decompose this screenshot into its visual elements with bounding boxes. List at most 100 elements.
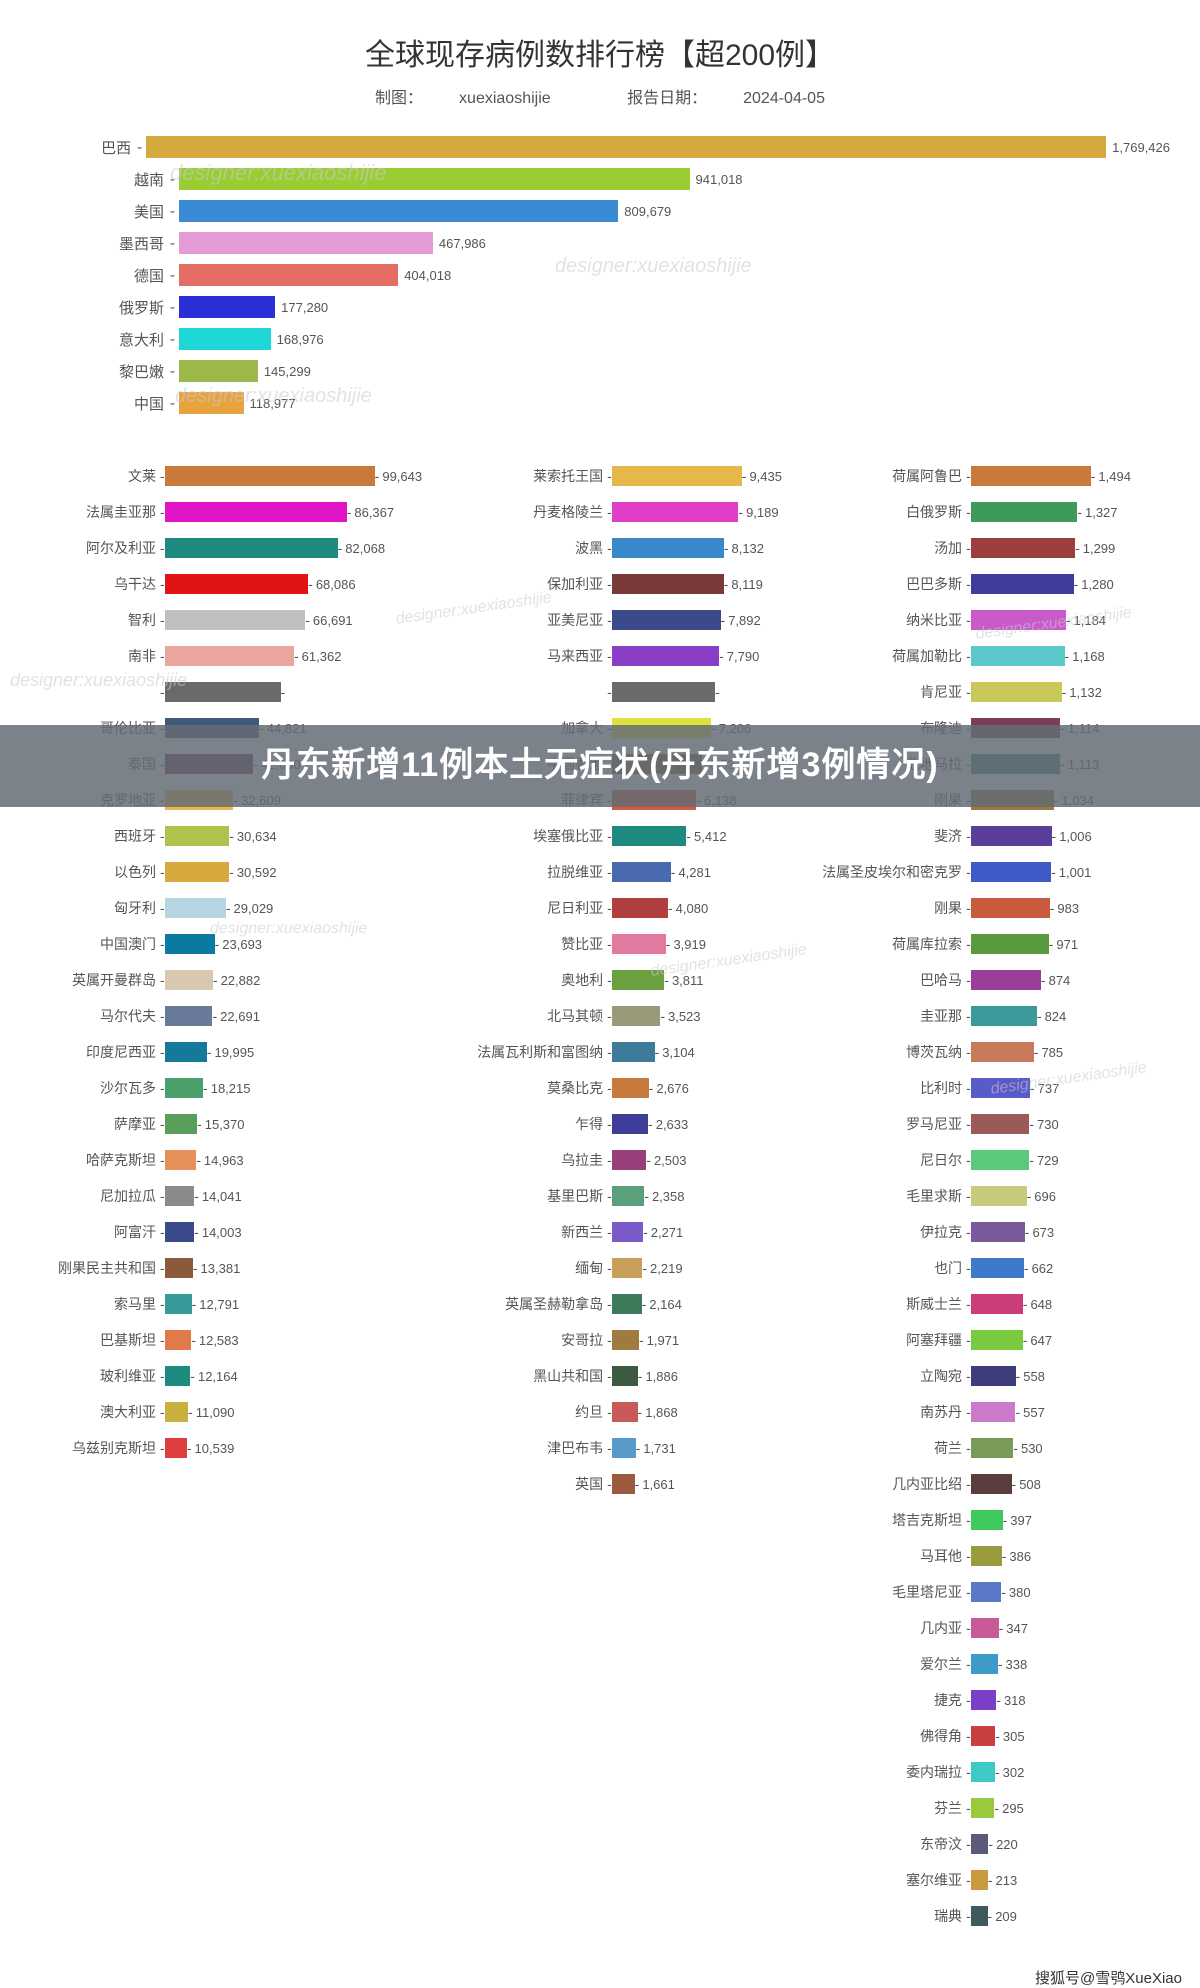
small-bar-value: 8,119: [731, 577, 763, 592]
small-bar-row: 奥地利--3,811: [432, 962, 796, 998]
main-bar: [179, 296, 275, 318]
small-bar-row: 哈萨克斯坦--14,963: [30, 1142, 422, 1178]
small-bar-row: 西班牙--30,634: [30, 818, 422, 854]
axis-tick: -: [655, 1044, 660, 1060]
small-bar: [971, 1150, 1030, 1170]
axis-tick: -: [724, 540, 729, 556]
small-bar-label: 罗马尼亚: [806, 1114, 966, 1134]
small-bar-row: --: [432, 674, 796, 710]
axis-tick: -: [638, 1368, 643, 1384]
small-bar-label: 丹麦格陵兰: [432, 502, 607, 522]
axis-tick: -: [1023, 1332, 1028, 1348]
small-bar: [612, 1042, 655, 1062]
small-bar: [612, 1366, 638, 1386]
main-bar-row: 德国-404,018: [100, 260, 1170, 290]
small-bar-label: 刚果民主共和国: [30, 1258, 160, 1278]
small-bar-row: 阿尔及利亚--82,068: [30, 530, 422, 566]
small-bar-label: 比利时: [806, 1078, 966, 1098]
small-bar-row: 捷克--318: [806, 1682, 1170, 1718]
small-bar-row: 乌拉圭--2,503: [432, 1142, 796, 1178]
main-bar-wrap: 941,018: [179, 168, 1170, 190]
small-bar-label: 立陶宛: [806, 1366, 966, 1386]
small-bar-row: 萨摩亚--15,370: [30, 1106, 422, 1142]
small-bar-label: 阿尔及利亚: [30, 538, 160, 558]
main-bar-row: 巴西-1,769,426: [100, 132, 1170, 162]
small-bar-label: 波黑: [432, 538, 607, 558]
axis-tick: -: [187, 1440, 192, 1456]
small-bar-label: 北马其顿: [432, 1006, 607, 1026]
axis-tick: -: [197, 1116, 202, 1132]
small-bar-label: 斯威士兰: [806, 1294, 966, 1314]
small-bar-label: 莫桑比克: [432, 1078, 607, 1098]
small-bar: [165, 1366, 191, 1386]
small-bar: [971, 1474, 1012, 1494]
small-chart-col-3: 荷属阿鲁巴--1,494白俄罗斯--1,327汤加--1,299巴巴多斯--1,…: [806, 458, 1170, 1934]
small-bar-label: 也门: [806, 1258, 966, 1278]
small-bar-value: 61,362: [302, 649, 342, 664]
small-bar-value: 4,080: [676, 901, 709, 916]
small-bar-value: 386: [1009, 1549, 1031, 1564]
small-bar-label: 哈萨克斯坦: [30, 1150, 160, 1170]
axis-tick: -: [305, 612, 310, 628]
small-bar-value: 338: [1006, 1657, 1028, 1672]
main-bar-row: 意大利-168,976: [100, 324, 1170, 354]
small-bar-label: 汤加: [806, 538, 966, 558]
small-bar-row: 尼日利亚--4,080: [432, 890, 796, 926]
small-bar-label: 马耳他: [806, 1546, 966, 1566]
small-bar-label: 南苏丹: [806, 1402, 966, 1422]
small-bar: [971, 1186, 1027, 1206]
small-bar-value: 2,633: [656, 1117, 689, 1132]
small-bar-value: 9,189: [746, 505, 779, 520]
small-bar-row: 北马其顿--3,523: [432, 998, 796, 1034]
small-bar-value: 14,003: [202, 1225, 242, 1240]
small-bar: [165, 502, 347, 522]
small-bar-label: 乌兹别克斯坦: [30, 1438, 160, 1458]
small-bar: [971, 1834, 989, 1854]
small-bar-value: 874: [1049, 973, 1071, 988]
small-bar-row: 毛里求斯--696: [806, 1178, 1170, 1214]
small-bar-value: 19,995: [214, 1045, 254, 1060]
small-bar-row: 纳米比亚--1,184: [806, 602, 1170, 638]
axis-tick: -: [1041, 972, 1046, 988]
small-bar-label: 几内亚: [806, 1618, 966, 1638]
small-bar: [612, 826, 687, 846]
small-bar-value: 12,791: [199, 1297, 239, 1312]
main-bar: [179, 328, 271, 350]
small-bar: [971, 1222, 1025, 1242]
small-bar-value: 7,790: [727, 649, 760, 664]
small-bar: [971, 1582, 1002, 1602]
axis-tick: -: [1050, 900, 1055, 916]
small-bar-label: 以色列: [30, 862, 160, 882]
axis-tick: -: [193, 1260, 198, 1276]
main-bar-value: 941,018: [696, 172, 743, 187]
axis-tick: -: [644, 1188, 649, 1204]
small-bar: [612, 1258, 643, 1278]
main-bar-value: 145,299: [264, 364, 311, 379]
axis-tick: -: [170, 331, 179, 348]
small-bar-value: 508: [1019, 1477, 1041, 1492]
axis-tick: -: [999, 1620, 1004, 1636]
axis-tick: -: [1030, 1080, 1035, 1096]
axis-tick: -: [649, 1080, 654, 1096]
axis-tick: -: [738, 504, 743, 520]
main-bar-wrap: 177,280: [179, 296, 1170, 318]
small-bar-row: 荷兰--530: [806, 1430, 1170, 1466]
small-bar-value: 1,001: [1059, 865, 1092, 880]
small-bar-label: 萨摩亚: [30, 1114, 160, 1134]
axis-tick: -: [1052, 828, 1057, 844]
small-bar-value: 1,886: [645, 1369, 678, 1384]
small-bar-value: 971: [1056, 937, 1078, 952]
main-bar: [179, 232, 433, 254]
small-bar: [165, 934, 215, 954]
small-bar-label: 黑山共和国: [432, 1366, 607, 1386]
small-bar-value: 824: [1045, 1009, 1067, 1024]
small-bar-row: 佛得角--305: [806, 1718, 1170, 1754]
small-bar-value: 1,299: [1083, 541, 1116, 556]
small-bar: [165, 862, 229, 882]
small-bar-value: 8,132: [731, 541, 764, 556]
axis-tick: -: [1013, 1440, 1018, 1456]
small-bar-value: 12,164: [198, 1369, 238, 1384]
small-bar-value: 3,523: [668, 1009, 701, 1024]
axis-tick: -: [1034, 1044, 1039, 1060]
small-bar-row: 约旦--1,868: [432, 1394, 796, 1430]
